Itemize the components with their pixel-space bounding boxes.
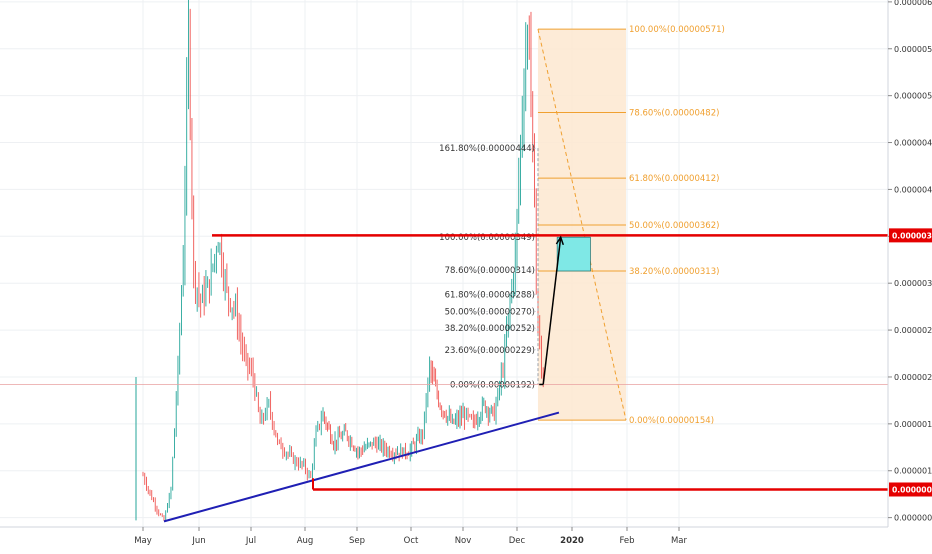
x-tick-label: Sep — [349, 536, 365, 546]
x-tick-label: Mar — [671, 536, 688, 546]
y-tick-label: 0.00000050 — [894, 514, 932, 523]
trend-line — [163, 411, 560, 523]
y-tick-label: 0.00000250 — [894, 326, 932, 335]
projection-arrow-head — [555, 235, 565, 246]
fib-left-label: 50.00%(0.00000270) — [445, 307, 535, 317]
fib-left-label: 38.20%(0.00000252) — [445, 324, 535, 334]
x-tick-label: Jun — [191, 536, 205, 546]
y-tick-label: 0.00000500 — [894, 92, 932, 101]
fib-left-label: 23.60%(0.00000229) — [445, 346, 535, 356]
y-tick-label: 0.00000300 — [894, 279, 932, 288]
price-badge-label: 0.00000351 — [892, 231, 932, 240]
fib-right-label: 100.00%(0.00000571) — [629, 25, 725, 35]
price-badge — [889, 482, 932, 497]
y-tick-label: 0.00000150 — [894, 420, 932, 429]
x-tick-label: Aug — [297, 536, 314, 546]
fib-right-label: 78.60%(0.00000482) — [629, 109, 719, 119]
y-tick-label: 0.00000450 — [894, 139, 932, 148]
fib-left: 161.80%(0.00000444) 100.00%(0.00000349) 78… — [439, 144, 539, 390]
y-tick-label: 0.00000600 — [894, 0, 932, 7]
fib-left-label: 0.00%(0.00000192) — [450, 380, 535, 390]
x-tick-label: Nov — [455, 536, 472, 546]
x-tick-label: Dec — [509, 536, 526, 546]
fib-right-label: 50.00%(0.00000362) — [629, 221, 719, 231]
fib-left-label: 161.80%(0.00000444) — [439, 144, 535, 154]
x-tick-label: Feb — [619, 536, 634, 546]
fib-right-label: 38.20%(0.00000313) — [629, 267, 719, 277]
x-tick-label: Oct — [404, 536, 419, 546]
grid — [0, 0, 888, 527]
fib-diagonal — [537, 28, 627, 421]
x-tick-label: 2020 — [560, 536, 584, 546]
fib-left-label: 100.00%(0.00000349) — [439, 233, 535, 243]
y-tick-label: 0.00000200 — [894, 373, 932, 382]
price-badge-label: 0.00000080 — [892, 485, 932, 494]
fib-left-label: 78.60%(0.00000314) — [445, 266, 535, 276]
x-tick-label: Jul — [245, 536, 256, 546]
fib-right-label: 61.80%(0.00000412) — [629, 174, 719, 184]
projection-arrow — [542, 237, 562, 385]
price-series — [135, 0, 544, 522]
fib-right-label: 0.00%(0.00000154) — [629, 416, 714, 426]
price-badge — [889, 228, 932, 243]
y-tick-label: 0.00000100 — [894, 467, 932, 476]
x-tick-label: May — [134, 536, 152, 546]
y-tick-label: 0.00000550 — [894, 45, 932, 54]
fib-left-label: 61.80%(0.00000288) — [445, 290, 535, 300]
annotations — [0, 234, 888, 523]
y-tick-label: 0.00000400 — [894, 185, 932, 194]
